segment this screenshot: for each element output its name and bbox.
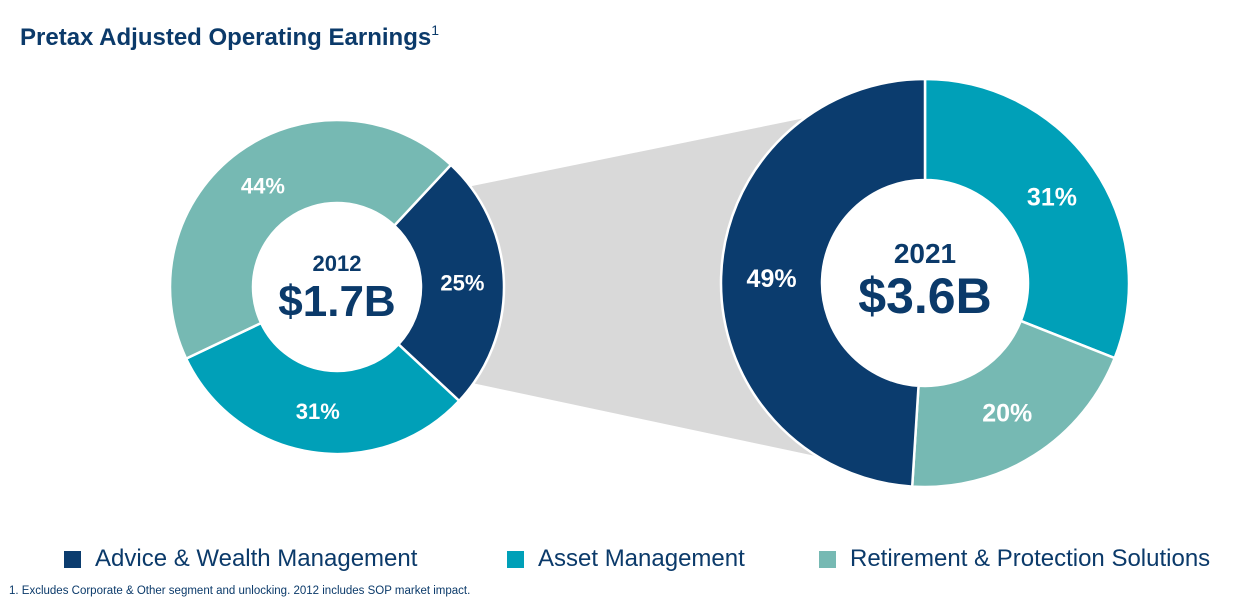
donut-slice <box>910 319 1117 489</box>
slice-label: 44% <box>241 174 285 199</box>
legend-swatch <box>507 550 524 568</box>
slice-label: 25% <box>440 271 484 296</box>
donut-slice <box>719 77 927 488</box>
title-text: Pretax Adjusted Operating Earnings <box>20 24 432 51</box>
donut-slice <box>923 77 1131 360</box>
footnote: 1. Excludes Corporate & Other segment an… <box>9 585 471 597</box>
center-total: $1.7B <box>278 277 395 326</box>
center-total: $3.6B <box>858 268 991 324</box>
legend-label: Asset Management <box>538 545 745 572</box>
slice-label: 49% <box>747 265 797 293</box>
legend-item-awm: Advice & Wealth Management <box>64 545 417 573</box>
slice-label: 20% <box>982 400 1032 428</box>
legend-label: Retirement & Protection Solutions <box>850 545 1211 572</box>
donut-slice <box>168 118 453 361</box>
donut-slice <box>392 163 506 403</box>
legend-label: Advice & Wealth Management <box>95 545 418 572</box>
legend-swatch <box>64 550 81 568</box>
chart-title: Pretax Adjusted Operating Earnings1 <box>20 22 439 52</box>
legend-item-rps: Retirement & Protection Solutions <box>819 545 1210 573</box>
donut-slice <box>184 321 461 456</box>
legend-swatch <box>819 550 836 568</box>
center-year: 2012 <box>313 251 362 276</box>
footnote-marker: 1 <box>431 22 439 38</box>
center-year: 2021 <box>894 238 956 269</box>
slice-label: 31% <box>296 399 340 424</box>
slice-label: 31% <box>1027 184 1077 212</box>
legend-item-am: Asset Management <box>507 545 745 573</box>
